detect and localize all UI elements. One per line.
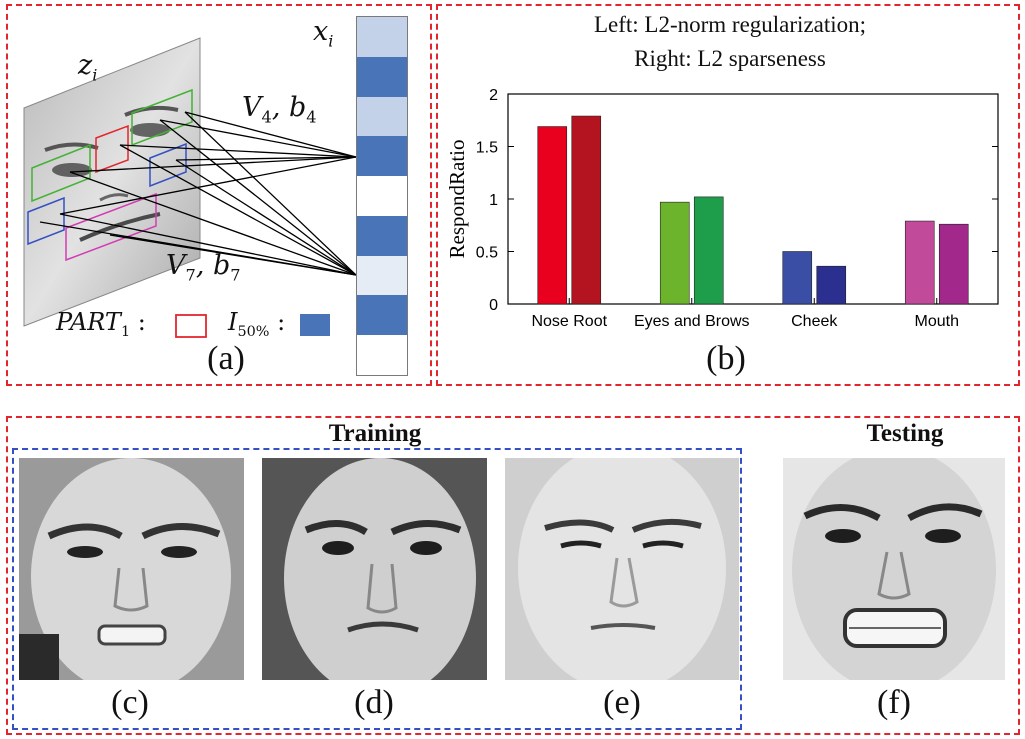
bar: [537, 126, 568, 305]
face-image-e: [505, 458, 739, 680]
legend-part-swatch: [175, 314, 207, 338]
bar: [904, 220, 935, 305]
vector-cell: [357, 335, 407, 375]
vector-cell: [357, 255, 407, 296]
caption-b: (b): [706, 340, 746, 377]
face-image-d: [262, 458, 487, 680]
vector-cell: [357, 176, 407, 216]
training-label: Training: [328, 420, 422, 447]
bar: [571, 115, 602, 305]
chart-title: Left: L2-norm regularization;: [593, 12, 867, 37]
y-tick-label: 1.5: [476, 140, 498, 157]
bar: [816, 265, 847, 305]
training-group-frame: [12, 448, 742, 730]
caption-e: (e): [603, 684, 641, 721]
face-image-f: [783, 458, 1005, 680]
chart-area: 0 0.5 1 1.5 2 RespondRatio Nose Root Eyes and B…: [440, 80, 1010, 340]
chart-subtitle: Right: L2 sparseness: [634, 46, 826, 71]
legend-i-swatch: [300, 314, 330, 336]
caption-d: (d): [354, 684, 394, 721]
y-tick-label: 0.5: [476, 245, 498, 262]
label-v7-b7: V7, b7: [166, 250, 241, 285]
vector-cell: [357, 56, 407, 97]
vector-cell: [357, 96, 407, 137]
face-image-c: [19, 458, 244, 680]
bar: [659, 201, 690, 305]
caption-f: (f): [877, 684, 911, 721]
vector-cell: [357, 136, 407, 177]
legend-i-label: I50% :: [228, 308, 286, 340]
testing-label: Testing: [866, 420, 944, 447]
y-tick-label: 2: [489, 87, 498, 104]
vector-x-i: [356, 16, 408, 376]
y-tick-label: 1: [489, 192, 498, 209]
caption-c: (c): [111, 684, 149, 721]
x-tick-label: Mouth: [915, 313, 959, 330]
panel-b-frame: [436, 4, 1020, 386]
bar: [938, 223, 969, 305]
panel-a-frame: [6, 4, 432, 386]
panel-a-diagram: [0, 0, 430, 386]
legend-part-label: PART1 :: [56, 308, 146, 340]
x-tick-label: Eyes and Brows: [634, 313, 750, 330]
bar: [782, 251, 813, 305]
face-plane: [23, 37, 201, 327]
x-tick-label: Cheek: [791, 313, 838, 330]
label-v4-b4: V4, b4: [242, 92, 317, 127]
bar: [693, 196, 724, 305]
caption-a: (a): [207, 340, 245, 377]
panel-a-svg: [23, 37, 357, 338]
y-tick-label: 0: [489, 297, 498, 314]
vector-cell: [357, 295, 407, 336]
vector-cell: [357, 17, 407, 57]
bar-chart-svg: 0 0.5 1 1.5 2 RespondRatio Nose Root Eyes and B…: [445, 87, 999, 330]
y-axis-label: RespondRatio: [445, 140, 469, 259]
label-x-i: xi: [313, 16, 334, 51]
vector-cell: [357, 215, 407, 256]
lower-panel-frame: [6, 416, 1020, 735]
label-z-i: zi: [78, 50, 98, 85]
x-tick-label: Nose Root: [531, 313, 607, 330]
